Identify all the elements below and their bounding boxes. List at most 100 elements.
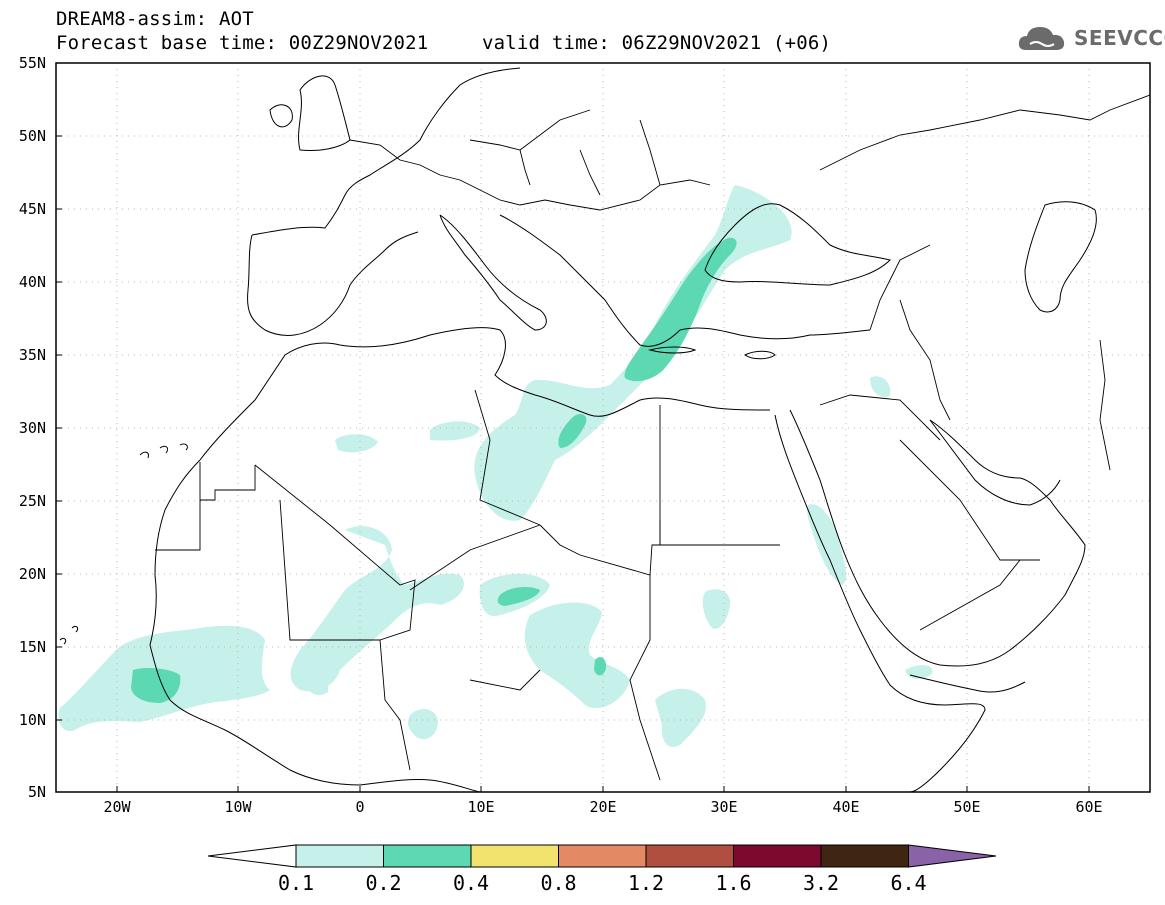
logo-text: SEEVCCC	[1074, 26, 1165, 50]
colorbar-bin	[383, 844, 472, 868]
border-nigeria	[379, 639, 541, 771]
aot-patch-sahara-west	[335, 434, 378, 453]
aot-band-chad-sudan	[524, 602, 630, 709]
border-saudi	[819, 394, 1040, 561]
lat-label: 45N	[19, 200, 46, 218]
coast-red-sea-west	[774, 414, 986, 792]
aot-core-chad	[594, 657, 607, 676]
aot-patch-red-sea	[807, 504, 847, 585]
colorbar-label: 3.2	[803, 871, 839, 895]
colorbar-label: 0.2	[365, 871, 401, 895]
coast-ireland	[269, 104, 293, 128]
aot-patch-south-sudan	[655, 688, 706, 748]
lat-label: 15N	[19, 638, 46, 656]
lat-label: 40N	[19, 273, 46, 291]
coast-cyprus	[744, 350, 776, 360]
border-mali-niger	[279, 499, 541, 641]
border-libya-egypt	[659, 405, 780, 546]
border-niger-chad	[539, 520, 661, 576]
coastlines	[59, 67, 1097, 792]
coast-west-africa	[149, 459, 481, 792]
coast-persian-gulf	[929, 419, 1061, 506]
colorbar-label: 0.1	[278, 871, 314, 895]
coast-uk	[298, 75, 351, 151]
lat-label: 10N	[19, 711, 46, 729]
axis-ticks	[56, 62, 1090, 793]
lat-label: 30N	[19, 419, 46, 437]
coast-balkans	[499, 214, 681, 347]
borders	[155, 94, 1150, 781]
lat-label: 5N	[28, 783, 46, 801]
coast-north-africa	[199, 327, 771, 461]
lat-label: 35N	[19, 346, 46, 364]
lon-label: 30E	[710, 798, 737, 816]
lon-label: 20E	[589, 798, 616, 816]
aot-patch-sudan	[702, 589, 731, 629]
border-iran-afghan	[1099, 339, 1111, 471]
lon-label: 60E	[1075, 798, 1102, 816]
coast-crete	[648, 346, 697, 354]
lat-label: 20N	[19, 565, 46, 583]
colorbar-label: 6.4	[890, 871, 926, 895]
colorbar-bin	[733, 844, 822, 868]
lon-label: 20W	[103, 798, 131, 816]
aot-band-aegean-blacksea	[474, 185, 792, 521]
coast-cape-verde	[59, 625, 79, 645]
border-turkey-east	[869, 244, 931, 331]
border-iraq-iran	[899, 299, 951, 421]
coast-arabia	[789, 409, 1086, 667]
coast-caspian	[1024, 201, 1097, 313]
border-yemen-oman	[919, 559, 1021, 631]
border-europe-3	[519, 119, 661, 196]
cloud-icon	[1018, 27, 1065, 50]
lon-labels: 20W 10W 0 10E 20E 30E 40E 50E 60E	[103, 798, 1102, 816]
lon-label: 0	[355, 798, 364, 816]
coast-iberia	[247, 231, 419, 336]
coast-black-sea	[704, 203, 891, 286]
aot-core-libya	[558, 414, 587, 448]
colorbar-label: 1.6	[715, 871, 751, 895]
lat-label: 50N	[19, 127, 46, 145]
aot-patch-iraq	[870, 376, 891, 398]
colorbar-bin	[558, 844, 647, 868]
lat-label: 25N	[19, 492, 46, 510]
border-europe-1	[439, 174, 711, 211]
colorbar-label: 1.2	[628, 871, 664, 895]
colorbar-bin	[645, 844, 734, 868]
border-libya-algeria	[474, 389, 541, 526]
aot-field	[58, 185, 933, 748]
lat-labels: 55N 50N 45N 40N 35N 30N 25N 20N 15N 10N …	[19, 54, 46, 801]
aot-patch-algeria	[430, 421, 480, 441]
coast-turkey	[679, 327, 871, 340]
lat-label: 55N	[19, 54, 46, 72]
colorbar-bin	[820, 844, 909, 868]
colorbar-bin	[295, 844, 384, 868]
forecast-base-time: Forecast base time: 00Z29NOV2021	[56, 32, 429, 54]
border-chad-sudan	[629, 575, 661, 781]
coast-gulf-of-aden	[909, 674, 1026, 693]
border-mauritania	[155, 462, 256, 551]
colorbar	[207, 844, 997, 868]
aot-core-senegal	[131, 667, 181, 703]
coast-west-europe	[251, 67, 521, 236]
aot-patch-ghana	[305, 678, 329, 696]
aot-core-niger	[497, 587, 540, 606]
aot-patch-nigeria	[407, 708, 438, 740]
seevccc-logo: SEEVCCC	[1016, 22, 1165, 56]
lon-label: 50E	[953, 798, 980, 816]
colorbar-low-arrow	[207, 844, 297, 868]
border-europe-2	[349, 109, 591, 176]
lon-label: 10W	[224, 798, 252, 816]
colorbar-label: 0.8	[540, 871, 576, 895]
model-title: DREAM8-assim: AOT	[56, 8, 254, 30]
coast-italy	[439, 214, 547, 331]
coast-canaries	[139, 443, 188, 459]
colorbar-high-arrow	[908, 844, 997, 868]
aot-core-aegean	[624, 237, 737, 382]
colorbar-labels: 0.1 0.2 0.4 0.8 1.2 1.6 3.2 6.4	[278, 871, 927, 895]
valid-time: valid time: 06Z29NOV2021 (+06)	[482, 32, 832, 54]
colorbar-bin	[470, 844, 559, 868]
colorbar-label: 0.4	[453, 871, 489, 895]
border-algeria-mali	[254, 464, 416, 641]
